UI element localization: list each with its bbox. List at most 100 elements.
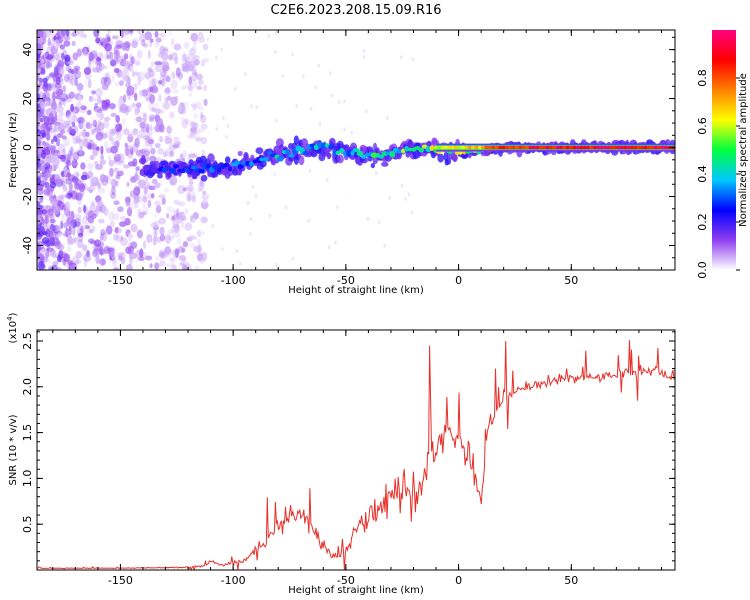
heatmap-cell xyxy=(202,43,209,51)
heatmap-cell xyxy=(56,105,64,113)
heatmap-cell xyxy=(111,127,116,137)
heatmap-cell xyxy=(108,155,112,162)
heatmap-cell xyxy=(196,128,205,133)
heatmap-cell xyxy=(44,214,49,225)
heatmap-cell xyxy=(186,192,192,202)
heatmap-cell xyxy=(93,178,99,183)
heatmap-cell xyxy=(83,253,91,262)
heatmap-cell xyxy=(188,234,196,241)
heatmap-cell xyxy=(55,138,61,147)
heatmap-cell xyxy=(137,75,141,86)
heatmap-frame xyxy=(36,29,676,271)
heatmap-cell xyxy=(646,145,652,150)
heatmap-cell xyxy=(114,226,119,234)
heatmap-cell xyxy=(40,123,47,131)
heatmap-cell xyxy=(400,55,403,60)
heatmap-cell xyxy=(60,154,66,162)
heatmap-cell xyxy=(147,49,151,59)
heatmap-cell xyxy=(172,144,180,149)
heatmap-cell xyxy=(396,149,403,154)
heatmap-cell xyxy=(97,119,102,127)
heatmap-cell xyxy=(194,137,203,142)
heatmap-cell xyxy=(41,132,47,138)
y-tick-label: 20 xyxy=(21,92,34,106)
heatmap-cell xyxy=(151,178,158,184)
heatmap-cell xyxy=(91,116,95,126)
heatmap-cell xyxy=(149,69,155,78)
heatmap-cell xyxy=(52,224,61,234)
heatmap-cell xyxy=(226,124,230,129)
heatmap-cell xyxy=(153,228,158,239)
heatmap-cell xyxy=(602,145,608,150)
heatmap-cell xyxy=(198,106,204,111)
heatmap-cell xyxy=(205,163,211,169)
heatmap-cell xyxy=(173,43,182,51)
heatmap-cell xyxy=(193,121,199,129)
heatmap-cell xyxy=(105,175,112,185)
heatmap-cell xyxy=(179,261,184,266)
heatmap-cell xyxy=(37,93,41,99)
colorbar: 0.0 0.2 0.4 0.6 0.8 Normalized spectral ampl… xyxy=(696,30,749,279)
heatmap-cell xyxy=(66,217,72,227)
heatmap-cell xyxy=(363,49,366,53)
heatmap-cell xyxy=(94,248,102,255)
heatmap-cell xyxy=(381,161,389,167)
heatmap-cell xyxy=(41,149,46,160)
heatmap-cell xyxy=(46,123,53,131)
heatmap-cell xyxy=(467,145,472,150)
heatmap-cell xyxy=(161,197,166,205)
heatmap-cell xyxy=(135,61,141,67)
heatmap-cell xyxy=(400,183,404,188)
heatmap-cell xyxy=(111,75,115,82)
heatmap-cell xyxy=(158,93,162,103)
heatmap-cell xyxy=(105,33,111,43)
heatmap-cell xyxy=(46,187,54,197)
heatmap-cell xyxy=(143,179,150,190)
heatmap-cell xyxy=(63,35,71,41)
heatmap-cell xyxy=(71,40,76,47)
heatmap-cell xyxy=(188,179,194,186)
snr-multiplier-label: (x104) xyxy=(6,312,19,343)
heatmap-cell xyxy=(154,30,159,38)
heatmap-cell xyxy=(460,145,466,150)
heatmap-cell xyxy=(127,203,134,210)
colorbar-scale xyxy=(712,30,736,270)
heatmap-cell xyxy=(127,161,136,167)
heatmap-cell xyxy=(189,60,196,68)
heatmap-cell xyxy=(45,204,49,211)
heatmap-cell xyxy=(102,232,108,242)
heatmap-cell xyxy=(167,229,175,235)
heatmap-cell xyxy=(70,146,74,157)
heatmap-cell xyxy=(170,38,175,46)
heatmap-cell xyxy=(244,72,247,77)
heatmap-cell xyxy=(59,44,65,50)
heatmap-cell xyxy=(85,131,90,137)
snr-panel: -150 -100 -50 0 50 0.5 1.0 1.5 2.0 2.5 Height of… xyxy=(6,312,676,596)
heatmap-cell xyxy=(72,221,81,227)
heatmap-cell xyxy=(71,121,76,127)
heatmap-cell xyxy=(86,250,90,258)
heatmap-cell xyxy=(47,58,52,68)
heatmap-cell xyxy=(144,72,151,79)
heatmap-cell xyxy=(169,175,178,186)
heatmap-cell xyxy=(148,126,156,136)
heatmap-cell xyxy=(165,234,171,244)
heatmap-cell xyxy=(190,32,198,42)
heatmap-cell xyxy=(133,194,140,203)
heatmap-cell xyxy=(650,145,655,150)
heatmap-cell xyxy=(234,86,237,91)
heatmap-cell xyxy=(251,184,255,189)
heatmap-cell xyxy=(44,30,51,39)
heatmap-cell xyxy=(159,234,166,242)
heatmap-cell xyxy=(599,145,604,150)
heatmap-cell xyxy=(142,202,147,209)
heatmap-cell xyxy=(259,160,267,168)
heatmap-cell xyxy=(197,168,205,174)
heatmap-cell xyxy=(170,79,178,90)
heatmap-cell xyxy=(487,145,493,150)
heatmap-cell xyxy=(103,76,112,87)
heatmap-cell xyxy=(47,208,54,216)
heatmap-cell xyxy=(154,108,162,115)
heatmap-cell xyxy=(154,200,162,206)
heatmap-cell xyxy=(141,154,146,165)
